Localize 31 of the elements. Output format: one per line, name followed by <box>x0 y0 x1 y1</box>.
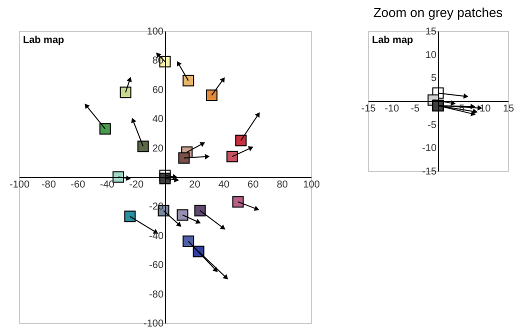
annotation: Lab map <box>23 35 64 46</box>
x-tick-label: 15 <box>502 104 514 114</box>
x-tick-label: -40 <box>100 180 115 190</box>
x-tick-label: -15 <box>361 104 376 114</box>
x-tick-label: 80 <box>276 180 288 190</box>
x-tick-label: 5 <box>459 104 466 114</box>
annotation: Lab map <box>372 35 414 46</box>
y-tick-label: 40 <box>152 114 164 126</box>
y-tick-label: 100 <box>146 26 164 38</box>
x-tick-label: -20 <box>129 180 144 190</box>
x-tick-label: -80 <box>41 180 56 190</box>
x-tick-label: -60 <box>70 180 86 190</box>
x-tick-label: 60 <box>248 180 260 190</box>
y-tick-label: 60 <box>152 84 164 96</box>
y-tick-label: -10 <box>422 143 437 154</box>
y-tick-label: -60 <box>149 260 164 272</box>
x-tick-label: -100 <box>9 180 30 190</box>
x-tick-label: 20 <box>189 180 201 190</box>
x-tick-label: -10 <box>384 104 400 114</box>
y-tick-label: 10 <box>425 50 437 61</box>
y-tick-label: 5 <box>430 73 437 84</box>
y-tick-label: 15 <box>425 26 437 38</box>
y-tick-label: -100 <box>143 318 164 330</box>
x-tick-label: -5 <box>410 104 420 114</box>
x-tick-label: 100 <box>303 180 320 190</box>
x-tick-label: 40 <box>218 180 230 190</box>
y-tick-label: 20 <box>152 143 164 154</box>
y-tick-label: -5 <box>428 120 437 131</box>
chart-title: Zoom on grey patches <box>373 5 504 20</box>
y-tick-label: -15 <box>422 166 437 178</box>
y-tick-label: -80 <box>149 289 164 300</box>
